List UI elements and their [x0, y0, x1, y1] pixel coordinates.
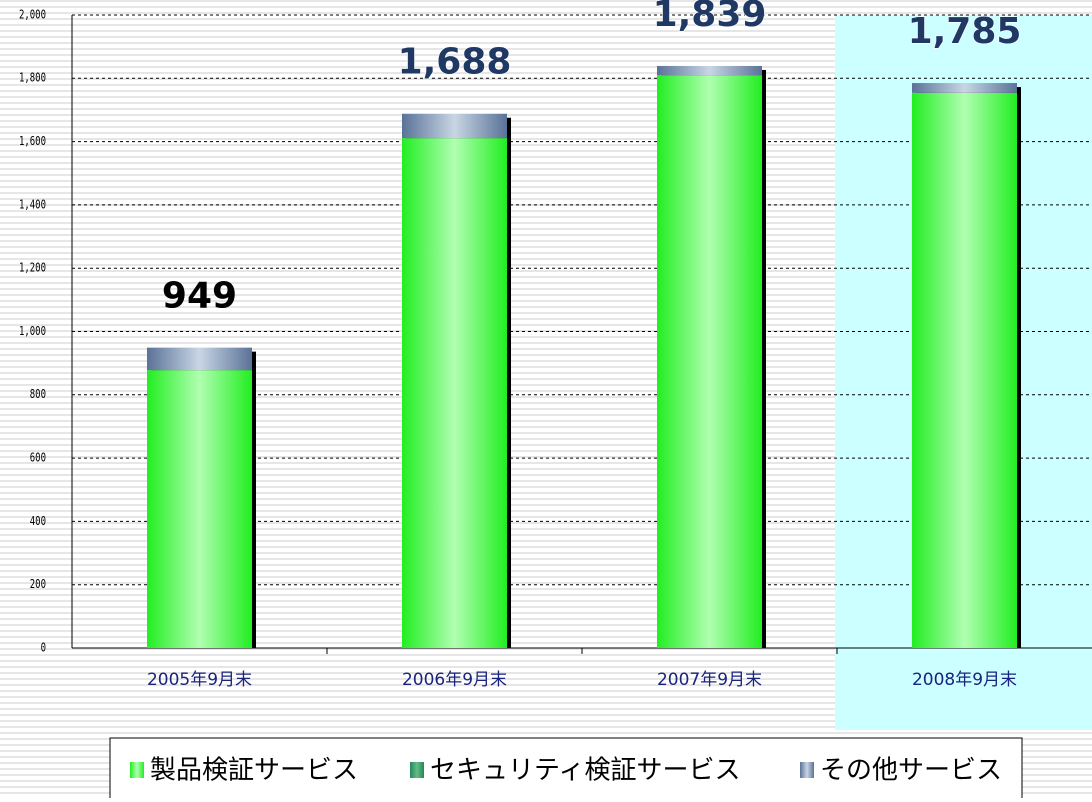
bar-segment: [147, 347, 252, 371]
y-tick-label: 2,000: [19, 8, 46, 22]
y-tick-label: 400: [30, 515, 46, 529]
x-tick-label: 2007年9月末: [657, 670, 762, 690]
legend-swatch: [410, 762, 424, 778]
y-tick-label: 1,400: [19, 198, 46, 212]
y-tick-label: 600: [30, 451, 46, 465]
total-label: 1,688: [398, 42, 512, 83]
y-tick-label: 0: [41, 641, 46, 655]
y-tick-label: 200: [30, 578, 46, 592]
x-tick-label: 2008年9月末: [912, 670, 1017, 690]
legend-label: 製品検証サービス: [150, 756, 358, 786]
y-tick-label: 1,800: [19, 72, 46, 86]
y-tick-label: 1,600: [19, 135, 46, 149]
y-tick-label: 800: [30, 388, 46, 402]
x-tick-label: 2006年9月末: [402, 670, 507, 690]
x-tick-label: 2005年9月末: [147, 670, 252, 690]
y-tick-label: 1,000: [19, 325, 46, 339]
legend-swatch: [130, 762, 144, 778]
bar-segment: [912, 92, 1017, 648]
y-tick-label: 1,200: [19, 261, 46, 275]
total-label: 949: [162, 276, 237, 317]
bar-segment: [147, 370, 252, 648]
bar-segment: [657, 75, 762, 648]
legend-label: セキュリティ検証サービス: [430, 756, 740, 786]
bar-segment: [912, 83, 1017, 93]
bar-segment: [657, 65, 762, 76]
bar-segment: [402, 113, 507, 139]
total-label: 1,839: [653, 0, 767, 35]
total-label: 1,785: [908, 11, 1022, 52]
bar-segment: [402, 138, 507, 648]
legend-label: その他サービス: [820, 756, 1002, 786]
legend-swatch: [800, 762, 814, 778]
